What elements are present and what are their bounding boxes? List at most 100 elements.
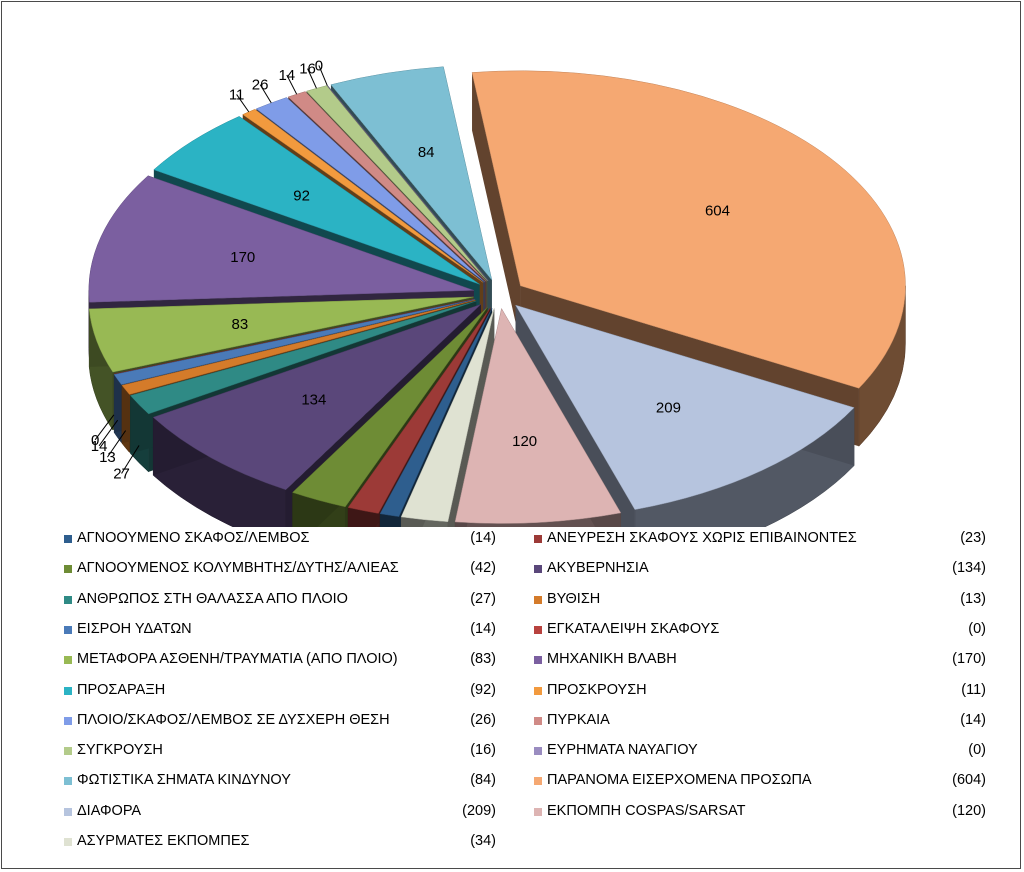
legend-value: (26) xyxy=(470,711,496,728)
legend-label: ΠΛΟΙΟ/ΣΚΑΦΟΣ/ΛΕΜΒΟΣ ΣΕ ΔΥΣΧΕΡΗ ΘΕΣΗ xyxy=(77,711,390,728)
legend-swatch xyxy=(64,535,72,543)
legend-swatch xyxy=(64,595,72,604)
pie-slice-cut xyxy=(472,72,521,344)
pie-data-label: 27 xyxy=(113,465,130,482)
legend-item: ΜΗΧΑΝΙΚΗ ΒΛΑΒΗ (170) xyxy=(534,650,994,672)
pie-data-label: 83 xyxy=(232,316,249,333)
legend-swatch xyxy=(64,565,72,574)
pie-leader-line xyxy=(121,445,140,474)
pie-leader-line xyxy=(307,68,317,89)
pie-slice-top xyxy=(153,116,480,285)
pie-slice-edge xyxy=(113,298,475,375)
legend-value: (92) xyxy=(470,681,496,698)
legend-swatch xyxy=(64,807,72,816)
pie-leader-line xyxy=(286,74,298,95)
legend-item: ΔΙΑΦΟΡΑ (209) xyxy=(64,802,504,824)
legend-swatch xyxy=(64,656,72,665)
pie-slice-top xyxy=(379,307,493,517)
pie-slice-top xyxy=(292,306,488,508)
legend-item: ΑΣΥΡΜΑΤΕΣ ΕΚΠΟΜΠΕΣ (34) xyxy=(64,832,504,854)
pie-data-label: 26 xyxy=(252,77,269,94)
pie-leader-line xyxy=(236,94,250,113)
legend-value: (23) xyxy=(960,530,986,546)
legend-swatch xyxy=(534,716,542,725)
pie-slice-top xyxy=(515,304,855,510)
pie-data-label: 134 xyxy=(301,392,326,409)
legend-label: ΔΙΑΦΟΡΑ xyxy=(77,802,142,819)
pie-slice-top xyxy=(88,296,474,373)
legend-label: ΕΥΡΗΜΑΤΑ ΝΑΥΑΓΙΟΥ xyxy=(547,742,698,759)
pie-chart: 1423421342713140831709211261416084604209… xyxy=(88,57,906,527)
pie-data-label: 84 xyxy=(418,144,435,161)
legend-swatch xyxy=(534,686,542,695)
pie-slice-top xyxy=(121,299,476,395)
pie-slice-18 xyxy=(515,304,855,527)
legend-value: (0) xyxy=(968,620,986,637)
legend-item: ΠΛΟΙΟ/ΣΚΑΦΟΣ/ΛΕΜΒΟΣ ΣΕ ΔΥΣΧΕΡΗ ΘΕΣΗ (26) xyxy=(64,711,504,733)
legend-label: ΑΓΝΟΟΥΜΕΝΟ ΣΚΑΦΟΣ/ΛΕΜΒΟΣ xyxy=(77,530,310,546)
pie-leader-line xyxy=(318,65,328,86)
legend-item: ΑΝΘΡΩΠΟΣ ΣΤΗ ΘΑΛΑΣΣΑ ΑΠΟ ΠΛΟΙΟ (27) xyxy=(64,590,504,612)
legend-swatch xyxy=(64,716,72,725)
legend-item: ΑΝΕΥΡΕΣΗ ΣΚΑΦΟΥΣ ΧΩΡΙΣ ΕΠΙΒΑΙΝΟΝΤΕΣ (23) xyxy=(534,529,994,551)
pie-leader-line xyxy=(94,414,115,441)
legend-label: ΑΝΕΥΡΕΣΗ ΣΚΑΦΟΥΣ ΧΩΡΙΣ ΕΠΙΒΑΙΝΟΝΤΕΣ xyxy=(547,530,857,546)
pie-slice-top xyxy=(400,308,495,523)
pie-data-label: 14 xyxy=(278,67,295,84)
legend-value: (170) xyxy=(952,651,986,668)
pie-data-label: 209 xyxy=(656,400,681,417)
legend-label: ΑΣΥΡΜΑΤΕΣ ΕΚΠΟΜΠΕΣ xyxy=(77,833,250,849)
pie-data-label: 11 xyxy=(229,86,245,103)
legend-swatch xyxy=(534,595,542,604)
pie-slice-top xyxy=(88,175,474,303)
legend-value: (120) xyxy=(952,802,986,819)
legend-item: ΠΡΟΣΑΡΑΞΗ (92) xyxy=(64,681,504,703)
pie-data-label: 13 xyxy=(99,449,116,466)
legend-swatch xyxy=(64,625,72,634)
legend-item: ΠΡΟΣΚΡΟΥΣΗ (11) xyxy=(534,681,994,703)
legend-swatch xyxy=(534,656,542,665)
legend-value: (14) xyxy=(960,711,986,728)
legend-item: ΑΓΝΟΟΥΜΕΝΟ ΣΚΑΦΟΣ/ΛΕΜΒΟΣ (14) xyxy=(64,529,504,551)
legend-value: (0) xyxy=(968,742,986,759)
pie-slice-20 xyxy=(400,308,495,527)
pie-slice-15 xyxy=(326,85,489,282)
legend-value: (13) xyxy=(960,590,986,607)
pie-leader-line xyxy=(98,419,119,447)
legend-label: ΜΕΤΑΦΟΡΑ ΑΣΘΕΝΗ/ΤΡΑΥΜΑΤΙΑ (ΑΠΟ ΠΛΟΙΟ) xyxy=(77,651,398,668)
legend-value: (42) xyxy=(470,560,496,577)
legend-label: ΑΝΘΡΩΠΟΣ ΣΤΗ ΘΑΛΑΣΣΑ ΑΠΟ ΠΛΟΙΟ xyxy=(77,590,348,607)
legend-label: ΕΙΣΡΟΗ ΥΔΑΤΩΝ xyxy=(77,620,192,637)
pie-slice-top xyxy=(454,307,622,524)
legend-item: ΦΩΤΙΣΤΙΚΑ ΣΗΜΑΤΑ ΚΙΝΔΥΝΟΥ (84) xyxy=(64,771,504,793)
pie-data-label: 604 xyxy=(705,203,730,220)
pie-slice-top xyxy=(347,307,491,514)
legend-swatch xyxy=(534,807,542,816)
legend-item: ΕΙΣΡΟΗ ΥΔΑΤΩΝ (14) xyxy=(64,620,504,642)
legend-label: ΒΥΘΙΣΗ xyxy=(547,590,601,607)
legend-value: (11) xyxy=(961,681,986,698)
legend-item: ΣΥΓΚΡΟΥΣΗ (16) xyxy=(64,741,504,763)
pie-data-label: 16 xyxy=(299,61,316,78)
legend-item: ΠΑΡΑΝΟΜΑ ΕΙΣΕΡΧΟΜΕΝΑ ΠΡΟΣΩΠΑ (604) xyxy=(534,771,994,793)
pie-slice-edge xyxy=(326,85,489,282)
legend-item: ΕΚΠΟΜΠΗ COSPAS/SARSAT (120) xyxy=(534,802,994,824)
legend-label: ΑΓΝΟΟΥΜΕΝΟΣ ΚΟΛΥΜΒΗΤΗΣ/ΔΥΤΗΣ/ΑΛΙΕΑΣ xyxy=(77,560,399,577)
legend-value: (209) xyxy=(462,802,496,819)
legend-item: ΕΥΡΗΜΑΤΑ ΝΑΥΑΓΙΟΥ (0) xyxy=(534,741,994,763)
legend-item: ΕΓΚΑΤΑΛΕΙΨΗ ΣΚΑΦΟΥΣ (0) xyxy=(534,620,994,642)
legend-label: ΠΡΟΣΑΡΑΞΗ xyxy=(77,681,166,698)
legend-item: ΠΥΡΚΑΙΑ (14) xyxy=(534,711,994,733)
legend-label: ΑΚΥΒΕΡΝΗΣΙΑ xyxy=(547,560,649,577)
legend-value: (83) xyxy=(470,651,496,668)
legend-swatch xyxy=(534,625,542,634)
pie-leader-line xyxy=(107,430,127,458)
pie-leader-line xyxy=(259,84,272,104)
legend-swatch xyxy=(64,777,72,786)
pie-slice-top xyxy=(471,70,906,389)
pie-data-label: 0 xyxy=(91,432,99,449)
pie-slice-top xyxy=(255,97,485,283)
legend-value: (134) xyxy=(952,560,986,577)
legend-swatch xyxy=(64,686,72,695)
legend-swatch xyxy=(534,535,542,543)
